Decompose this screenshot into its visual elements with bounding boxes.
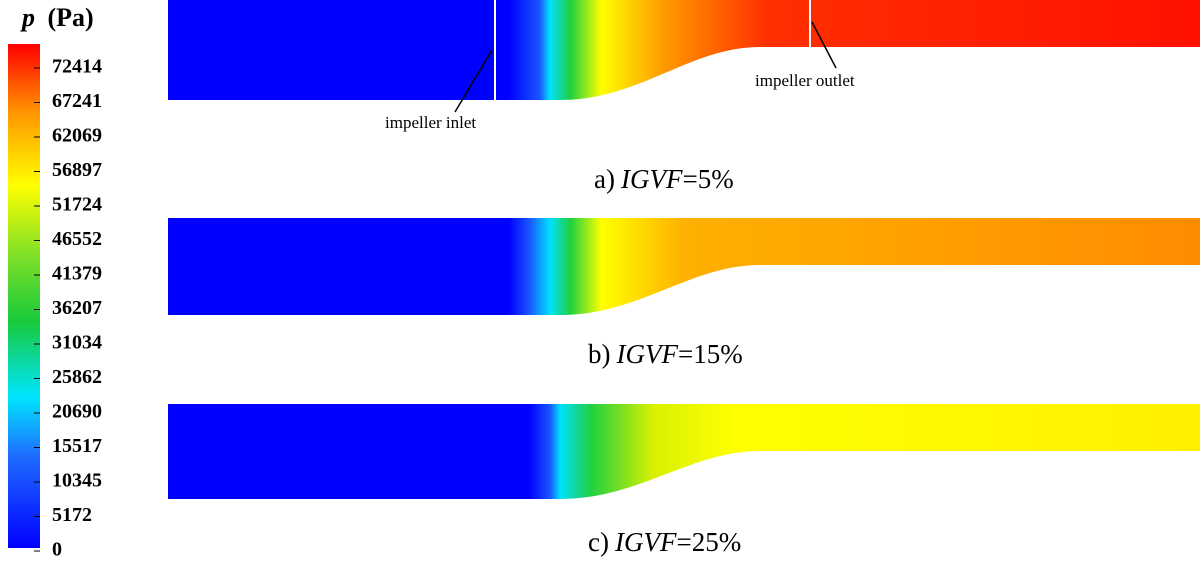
contour	[168, 0, 1200, 100]
legend-title: p (Pa)	[20, 3, 94, 32]
tick-label: 5172	[52, 504, 92, 526]
value: =5%	[682, 164, 733, 194]
value: =15%	[678, 339, 743, 369]
variable: IGVF	[616, 339, 679, 369]
colorbar	[8, 44, 40, 548]
legend-unit: (Pa)	[48, 3, 94, 32]
panel-label: c)	[588, 527, 609, 557]
tick-label: 31034	[52, 332, 102, 354]
tick-label: 25862	[52, 366, 102, 388]
captions: a) IGVF=5%b) IGVF=15%c) IGVF=25%	[588, 164, 743, 557]
tick-label: 10345	[52, 470, 102, 492]
tick-label: 51724	[52, 194, 102, 216]
variable: IGVF	[614, 527, 677, 557]
tick-label: 72414	[52, 56, 102, 78]
variable: IGVF	[620, 164, 683, 194]
tick-label: 0	[52, 539, 62, 561]
caption: c) IGVF=25%	[588, 527, 741, 557]
panel-label: a)	[594, 164, 615, 194]
panel-label: b)	[588, 339, 611, 369]
tick-label: 36207	[52, 297, 102, 319]
tick-label: 56897	[52, 159, 102, 181]
caption: b) IGVF=15%	[588, 339, 743, 369]
tick-label: 20690	[52, 401, 102, 423]
annotation: impeller inlet	[385, 113, 476, 132]
legend-symbol: p	[20, 3, 35, 32]
contour	[168, 218, 1200, 315]
caption: a) IGVF=5%	[594, 164, 734, 194]
tick-label: 15517	[52, 435, 102, 457]
colorbar-ticks: 72414 67241 62069 56897 51724 46552 41379 36207…	[34, 56, 102, 561]
leader	[811, 21, 837, 69]
leader	[454, 49, 493, 113]
panel-a: impeller inlet impeller outlet	[168, 0, 1200, 132]
tick-label: 46552	[52, 228, 102, 250]
annotation: impeller outlet	[755, 71, 855, 90]
tick-label: 41379	[52, 263, 102, 285]
tick-label: 67241	[52, 90, 102, 112]
value: =25%	[676, 527, 741, 557]
tick-label: 62069	[52, 125, 102, 147]
contour	[168, 404, 1200, 499]
